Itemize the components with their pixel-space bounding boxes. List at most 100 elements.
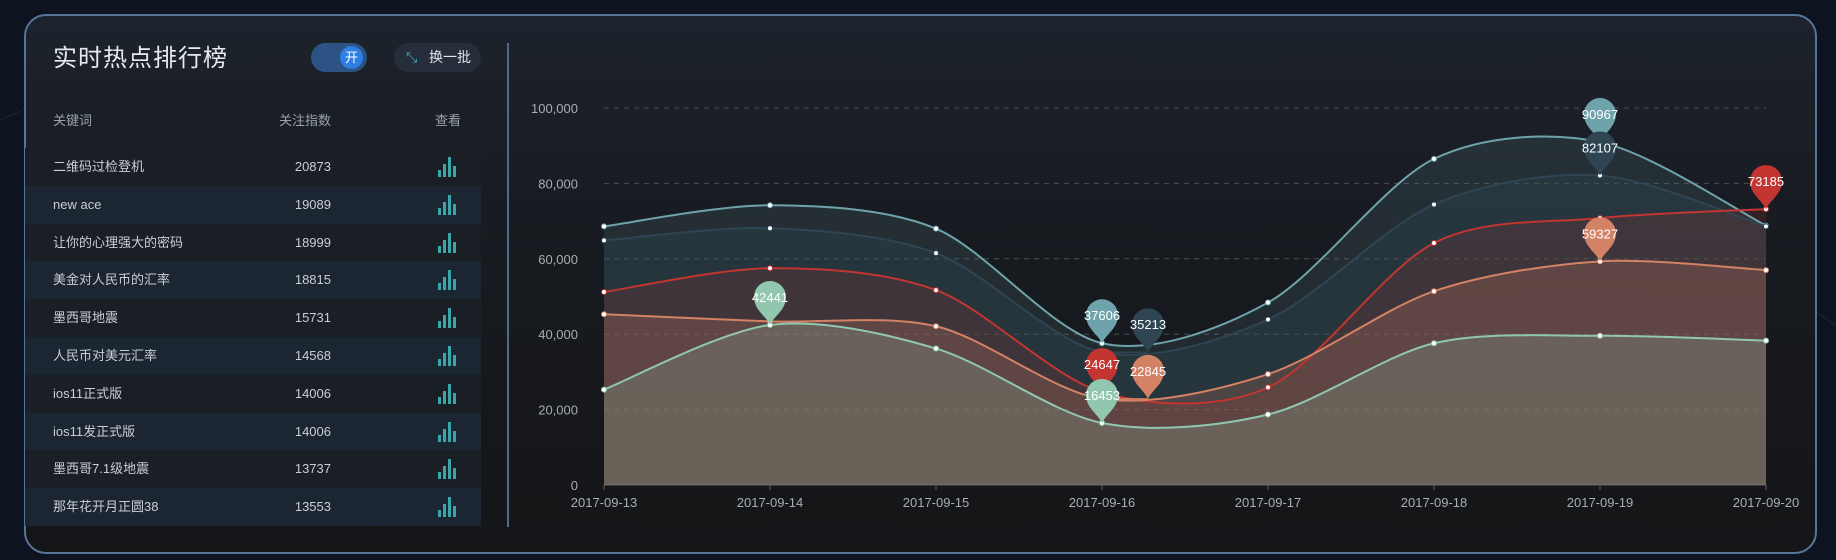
series-line — [603, 135, 1767, 347]
index-cell: 14006 — [294, 385, 331, 401]
ranking-table: 二维码过检登机 20873 new ace 19089 让你的心理强大的密码 18999 美… — [25, 148, 481, 526]
x-tick-label: 2017-09-15 — [903, 495, 970, 510]
data-point — [1265, 316, 1271, 323]
table-row[interactable]: 人民币对美元汇率 14568 — [25, 336, 481, 375]
series-line — [603, 259, 1767, 402]
marker-pin — [754, 280, 786, 325]
marker-pin — [1584, 98, 1616, 143]
index-cell: 13553 — [294, 499, 331, 515]
keyword-cell: 美金对人民币的汇率 — [53, 272, 171, 288]
data-point — [933, 250, 939, 257]
data-point — [1265, 299, 1271, 306]
data-point — [601, 288, 607, 295]
data-point — [933, 287, 939, 294]
marker-pin — [1132, 308, 1164, 353]
bar-chart-icon[interactable] — [438, 345, 458, 366]
x-tick-label: 2017-09-14 — [737, 495, 804, 510]
bar-chart-icon[interactable] — [438, 232, 458, 253]
y-tick-label: 60,000 — [538, 252, 578, 267]
data-point — [1265, 411, 1271, 418]
index-cell: 14568 — [294, 347, 331, 363]
bar-chart-icon[interactable] — [438, 157, 458, 177]
marker-pin-label: 35213 — [1130, 317, 1166, 332]
data-point — [767, 265, 773, 272]
table-row[interactable]: 墨西哥7.1级地震 13737 — [25, 450, 481, 489]
marker-pin — [1750, 165, 1782, 210]
index-cell: 18815 — [294, 272, 331, 288]
keyword-cell: 人民币对美元汇率 — [53, 347, 158, 363]
marker-pin — [1086, 299, 1118, 344]
data-point — [767, 225, 773, 232]
bar-chart-icon[interactable] — [438, 497, 458, 518]
index-cell: 20873 — [294, 159, 331, 174]
index-cell: 19089 — [294, 196, 331, 212]
index-cell: 18999 — [294, 234, 331, 250]
index-cell: 14006 — [294, 423, 331, 439]
series-area — [604, 136, 1766, 486]
marker-pin-label: 90967 — [1582, 107, 1618, 122]
series-area — [604, 209, 1766, 486]
keyword-cell: 墨西哥地震 — [53, 310, 119, 326]
series-area — [604, 260, 1766, 485]
data-point — [933, 323, 939, 330]
auto-refresh-toggle[interactable]: 开 — [311, 43, 367, 72]
header-index: 关注指数 — [278, 113, 331, 128]
header-view: 查看 — [434, 113, 461, 128]
table-row[interactable]: 墨西哥地震 15731 — [25, 299, 481, 337]
keyword-cell: ios11发正式版 — [53, 423, 136, 439]
series-line — [603, 208, 1767, 405]
table-row[interactable]: ios11正式版 14006 — [25, 374, 481, 413]
keyword-cell: 那年花开月正圆38 — [53, 499, 159, 515]
series-area — [604, 323, 1766, 485]
marker-pin-label: 22845 — [1130, 364, 1166, 379]
y-tick-label: 0 — [571, 478, 578, 493]
data-point — [601, 237, 607, 244]
y-tick-label: 100,000 — [531, 101, 578, 116]
bar-chart-icon[interactable] — [438, 270, 458, 291]
series-area — [604, 174, 1766, 485]
table-row[interactable]: 让你的心理强大的密码 18999 — [25, 223, 481, 262]
data-point — [933, 345, 939, 352]
table-row[interactable]: ios11发正式版 14006 — [25, 412, 481, 451]
marker-pin-label: 59327 — [1582, 226, 1618, 241]
marker-pin — [1584, 131, 1616, 176]
keyword-cell: 墨西哥7.1级地震 — [53, 461, 150, 477]
bar-chart-icon[interactable] — [438, 383, 458, 404]
table-row[interactable]: new ace 19089 — [25, 185, 481, 224]
x-tick-label: 2017-09-17 — [1235, 495, 1302, 510]
marker-pin-label: 16453 — [1084, 388, 1120, 403]
x-tick-label: 2017-09-13 — [571, 495, 638, 510]
x-tick-label: 2017-09-16 — [1069, 495, 1136, 510]
index-cell: 13737 — [294, 461, 331, 477]
toggle-knob: 开 — [340, 46, 363, 69]
refresh-batch-button[interactable]: ⤡ 换一批 — [394, 43, 481, 72]
table-header: 关键词 关注指数 查看 — [25, 110, 481, 134]
header-keyword: 关键词 — [53, 113, 93, 128]
data-point — [1265, 371, 1271, 378]
data-point — [1265, 384, 1271, 391]
swap-arrows-icon: ⤡ — [406, 49, 418, 65]
data-point — [601, 311, 607, 318]
keyword-cell: ios11正式版 — [53, 385, 123, 401]
bar-chart-icon[interactable] — [438, 459, 458, 480]
data-point — [601, 223, 607, 230]
marker-pin — [1584, 217, 1616, 262]
marker-pin-label: 24647 — [1084, 357, 1120, 372]
table-row[interactable]: 美金对人民币的汇率 18815 — [25, 261, 481, 300]
data-point — [1431, 288, 1437, 295]
x-tick-label: 2017-09-20 — [1733, 495, 1800, 510]
panel-title: 实时热点排行榜 — [53, 45, 228, 72]
data-point — [1431, 340, 1437, 347]
marker-pin-label: 42441 — [752, 290, 788, 305]
table-row[interactable]: 二维码过检登机 20873 — [25, 148, 481, 186]
bar-chart-icon[interactable] — [438, 421, 458, 442]
table-row[interactable]: 那年花开月正圆38 13553 — [25, 488, 481, 526]
marker-pin-label: 73185 — [1748, 174, 1784, 189]
data-point — [1763, 337, 1769, 344]
x-tick-label: 2017-09-19 — [1567, 495, 1634, 510]
data-point — [1431, 201, 1437, 208]
index-cell: 15731 — [294, 310, 331, 326]
data-point — [1597, 332, 1603, 339]
bar-chart-icon[interactable] — [438, 308, 458, 329]
bar-chart-icon[interactable] — [438, 194, 458, 215]
